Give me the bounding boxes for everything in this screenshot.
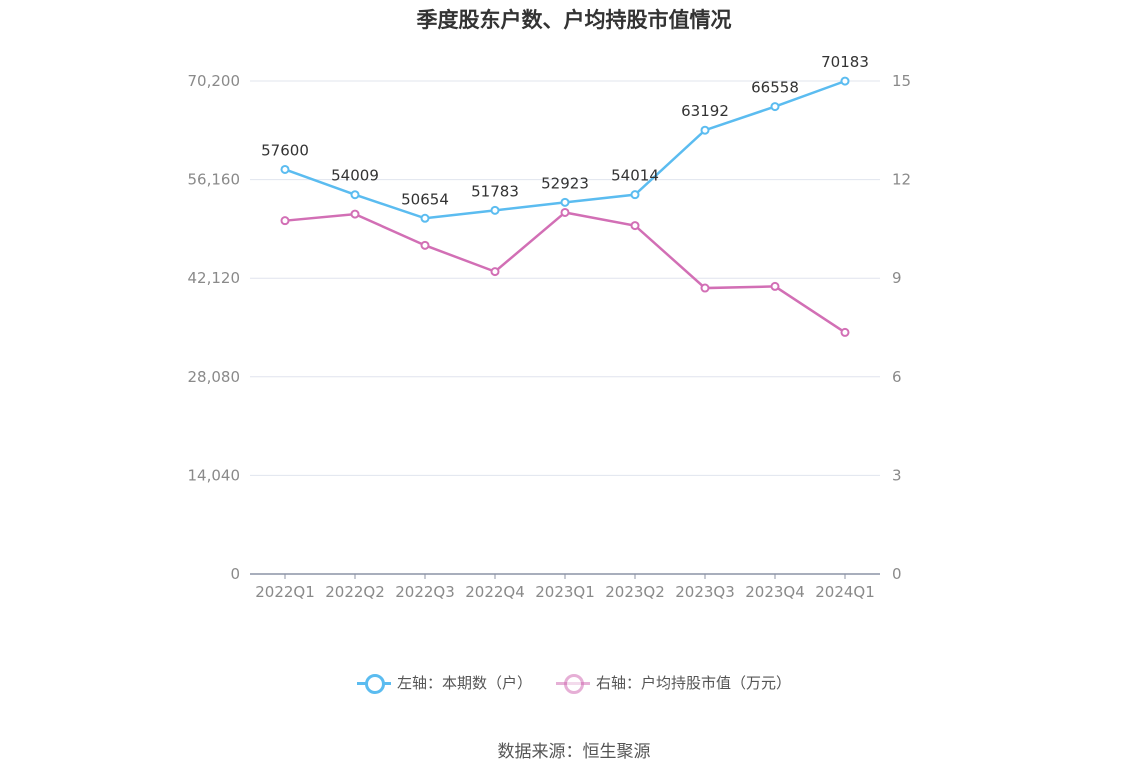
legend-label: 右轴：户均持股市值（万元） — [596, 674, 792, 692]
data-point — [420, 213, 430, 223]
y-right-tick-label: 6 — [892, 368, 902, 386]
data-labels: 57600 54009 50654 51783 52923 54014 63192 66558… — [261, 53, 869, 208]
y-right-tick-label: 0 — [892, 565, 902, 583]
data-point — [350, 209, 360, 219]
data-point — [280, 164, 290, 174]
y-right-tick-label: 15 — [892, 72, 911, 90]
data-label: 63192 — [681, 102, 729, 120]
legend-item-left-axis[interactable]: 左轴：本期数（户） — [356, 672, 532, 694]
legend: 左轴：本期数（户） 右轴：户均持股市值（万元） — [0, 672, 1148, 694]
grid-lines — [250, 80, 880, 476]
y-right-tick-label: 9 — [892, 269, 902, 287]
data-label: 52923 — [541, 174, 589, 192]
data-label: 66558 — [751, 79, 799, 97]
y-left-tick-label: 70,200 — [188, 72, 241, 90]
legend-marker-icon — [356, 673, 391, 694]
y-right-tick-label: 3 — [892, 466, 902, 484]
data-point — [630, 221, 640, 231]
data-label: 57600 — [261, 141, 309, 159]
x-tick-label: 2023Q1 — [535, 583, 595, 601]
series — [280, 76, 850, 337]
y-left-tick-label: 28,080 — [188, 368, 241, 386]
x-tick-label: 2023Q2 — [605, 583, 665, 601]
data-point — [700, 125, 710, 135]
data-point — [350, 190, 360, 200]
legend-label: 左轴：本期数（户） — [396, 674, 532, 692]
y-left-tick-label: 0 — [230, 565, 240, 583]
data-point — [700, 283, 710, 293]
axes: 0 0 14,040 3 28,080 6 42,120 9 56,160 12 70,200 15 2… — [188, 72, 912, 601]
x-tick-label: 2022Q3 — [395, 583, 455, 601]
x-tick-label: 2022Q4 — [465, 583, 525, 601]
data-point — [840, 327, 850, 337]
data-label: 51783 — [471, 182, 519, 200]
data-point — [420, 240, 430, 250]
data-point — [490, 267, 500, 277]
data-source: 数据来源：恒生聚源 — [497, 742, 651, 762]
x-tick-label: 2024Q1 — [815, 583, 875, 601]
data-point — [560, 207, 570, 217]
data-label: 54014 — [611, 167, 659, 185]
x-tick-label: 2022Q2 — [325, 583, 385, 601]
data-point — [560, 197, 570, 207]
data-point — [630, 190, 640, 200]
x-tick-label: 2023Q3 — [675, 583, 735, 601]
series-line — [284, 211, 846, 334]
x-tick-label: 2022Q1 — [255, 583, 315, 601]
data-label: 70183 — [821, 53, 869, 71]
data-point — [770, 281, 780, 291]
data-point — [770, 102, 780, 112]
y-right-tick-label: 12 — [892, 171, 911, 189]
legend-marker-icon — [556, 673, 590, 694]
data-point — [280, 216, 290, 226]
data-point — [840, 76, 850, 86]
x-tick-label: 2023Q4 — [745, 583, 805, 601]
legend-item-right-axis[interactable]: 右轴：户均持股市值（万元） — [556, 672, 792, 694]
y-left-tick-label: 14,040 — [188, 466, 241, 484]
data-point — [490, 205, 500, 215]
data-label: 54009 — [331, 167, 379, 185]
data-label: 50654 — [401, 190, 449, 208]
chart-title: 季度股东户数、户均持股市值情况 — [416, 8, 732, 32]
y-left-tick-label: 56,160 — [188, 171, 241, 189]
y-left-tick-label: 42,120 — [188, 269, 241, 287]
series-line — [284, 79, 846, 220]
